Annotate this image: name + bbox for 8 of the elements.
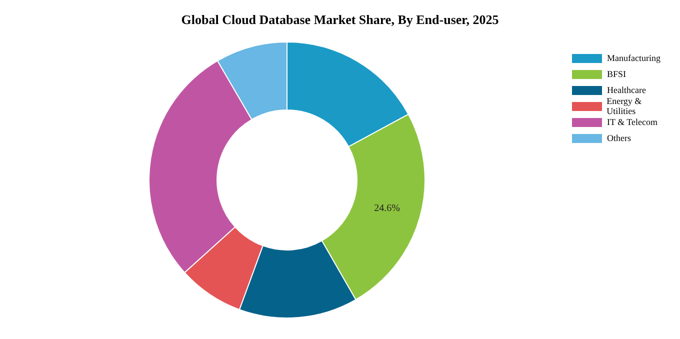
legend-label: IT & Telecom	[607, 117, 658, 127]
legend-label: Others	[607, 133, 631, 143]
legend-label: Manufacturing	[607, 53, 660, 63]
legend-label: Healthcare	[607, 85, 646, 95]
chart-title: Global Cloud Database Market Share, By End-user, 2025	[180, 12, 500, 28]
legend-label: BFSI	[607, 69, 626, 79]
data-label: 24.6%	[374, 202, 400, 214]
legend-label: Energy & Utilities	[606, 96, 643, 116]
